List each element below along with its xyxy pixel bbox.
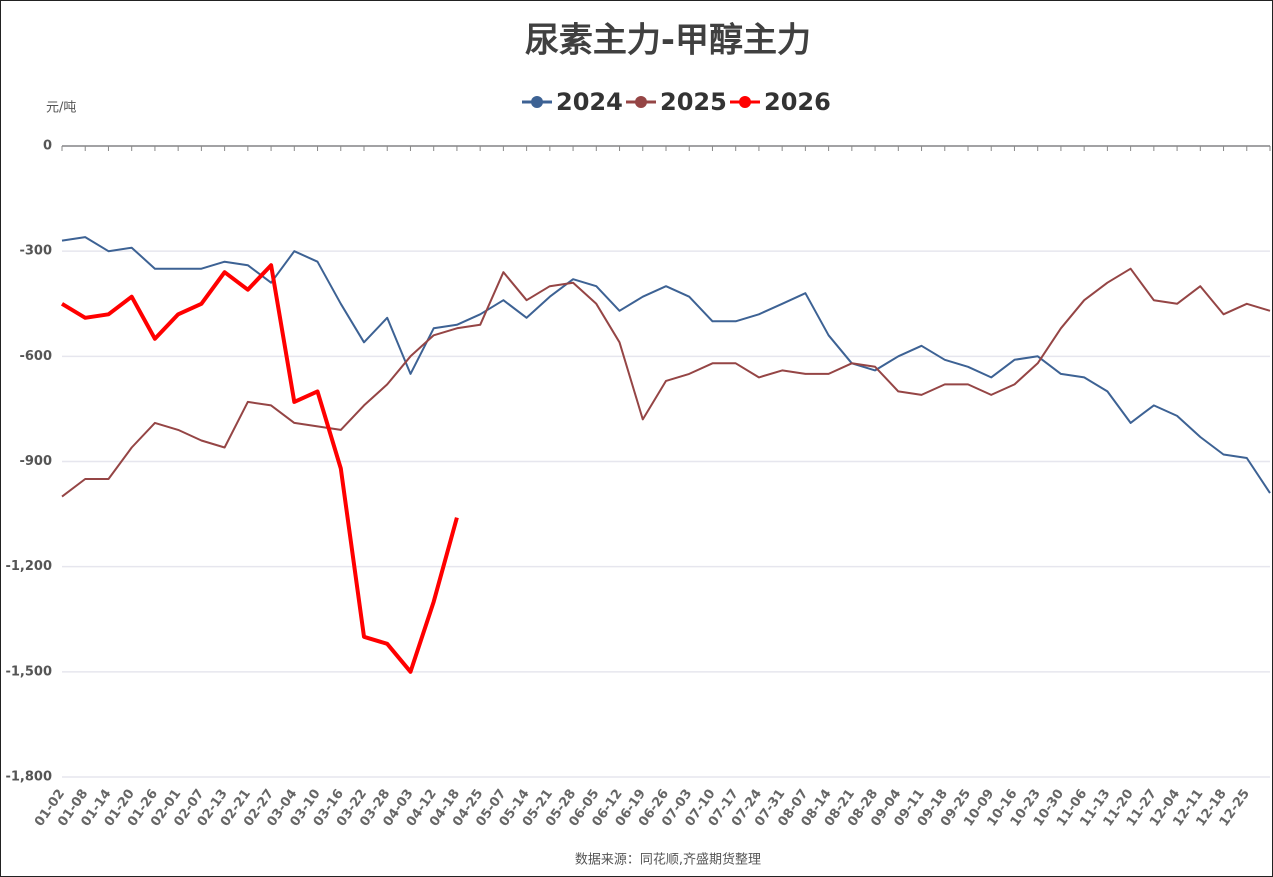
y-tick-label: 0	[43, 139, 52, 154]
source-note: 数据来源：同花顺,齐盛期货整理	[575, 852, 761, 868]
legend-label: 2026	[764, 88, 831, 116]
legend-label: 2024	[556, 88, 623, 116]
series-line	[61, 267, 1271, 498]
legend-marker	[635, 96, 647, 108]
chart-title: 尿素主力-甲醇主力	[525, 21, 811, 61]
legend-label: 2025	[660, 88, 727, 116]
series-line	[60, 263, 459, 674]
y-tick-label: -1,800	[5, 770, 52, 785]
y-tick-label: -600	[19, 349, 52, 364]
y-tick-label: -300	[19, 244, 52, 259]
y-axis-label: 元/吨	[46, 101, 76, 116]
legend-marker	[739, 96, 751, 108]
y-tick-label: -1,500	[5, 664, 52, 679]
legend-marker	[531, 96, 543, 108]
y-tick-label: -1,200	[5, 559, 52, 574]
series-line	[61, 236, 1271, 494]
y-tick-label: -900	[19, 454, 52, 469]
